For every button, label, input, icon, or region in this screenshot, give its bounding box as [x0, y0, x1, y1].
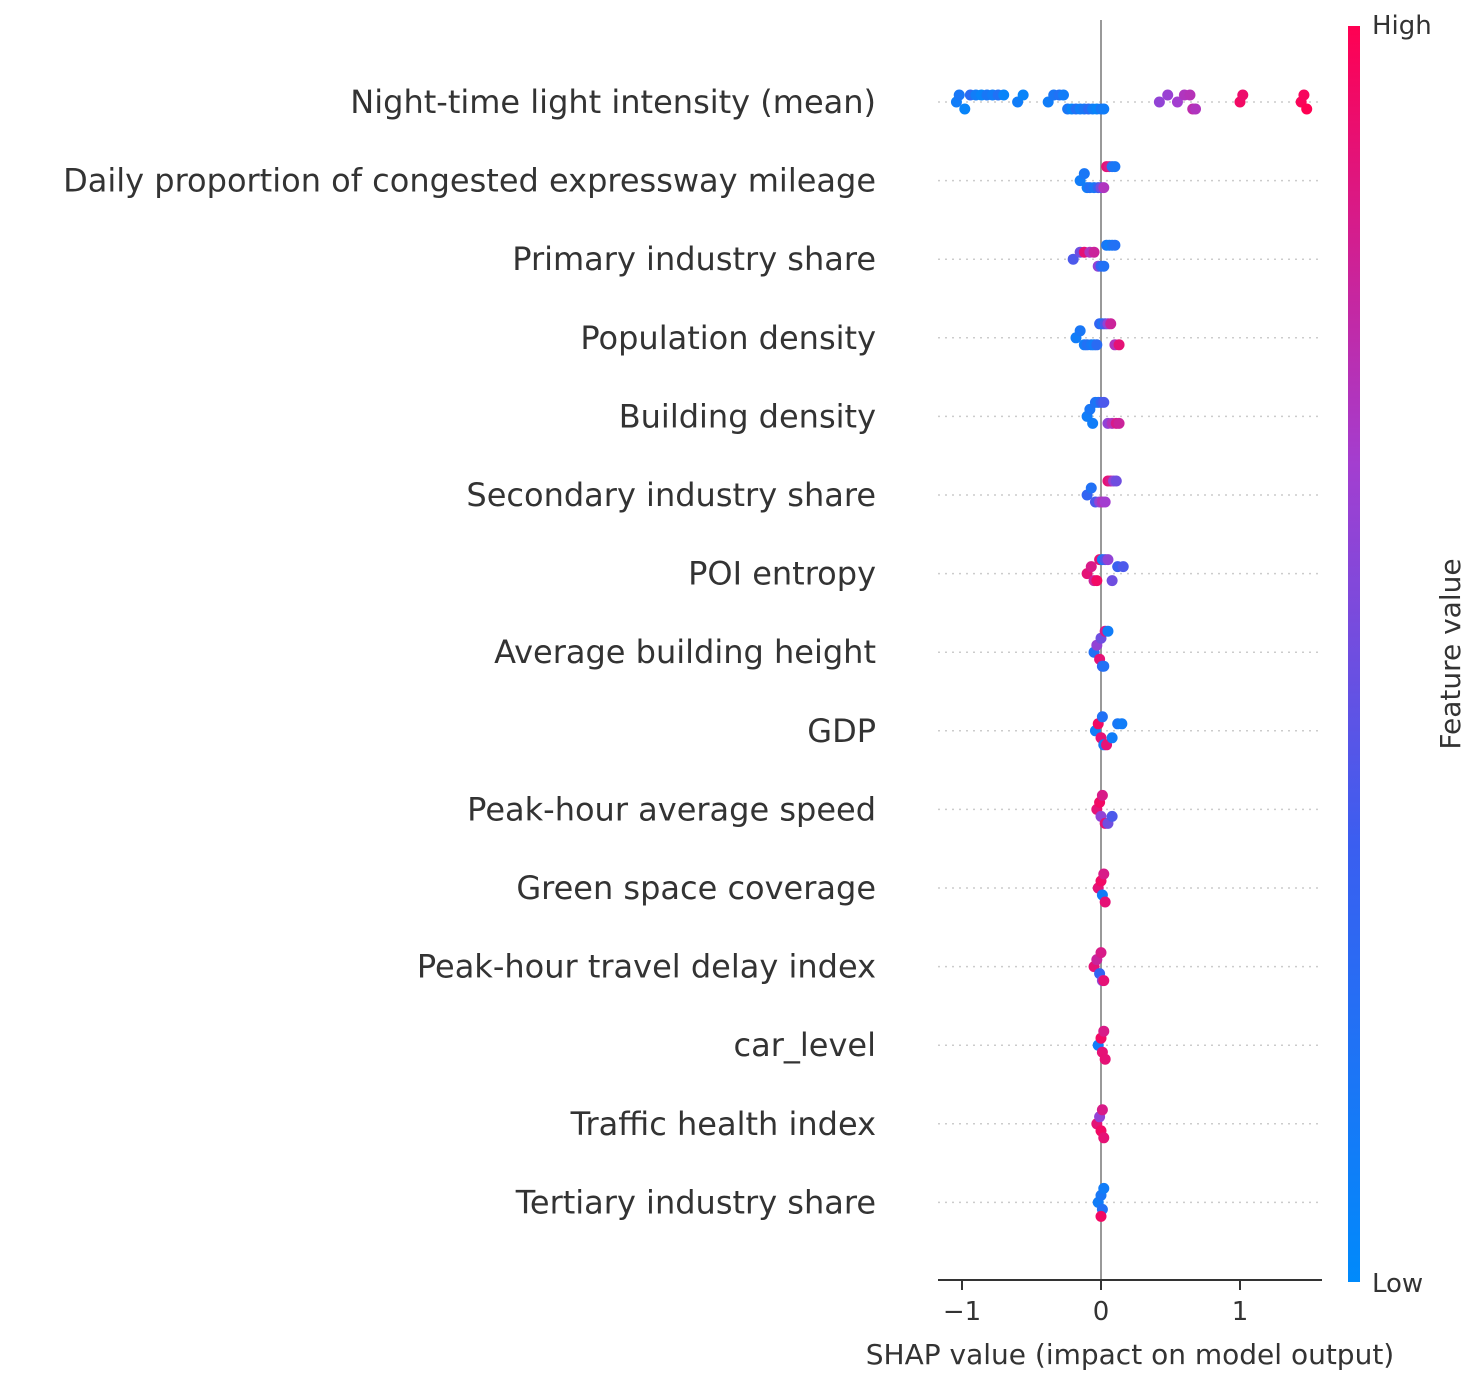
- feature-label: Night-time light intensity (mean): [350, 83, 876, 121]
- feature-label: Green space coverage: [516, 869, 876, 907]
- shap-point: [1098, 1025, 1110, 1037]
- shap-point: [1162, 89, 1174, 101]
- shap-point: [1099, 1053, 1111, 1065]
- shap-point: [1087, 417, 1099, 429]
- shap-point: [1098, 182, 1110, 194]
- shap-point: [1105, 318, 1117, 330]
- shap-point: [1171, 96, 1183, 108]
- shap-point: [998, 89, 1010, 101]
- feature-label: Population density: [580, 319, 876, 357]
- feature-label: GDP: [807, 712, 876, 750]
- feature-label: Tertiary industry share: [515, 1183, 876, 1221]
- shap-point: [1116, 718, 1128, 730]
- shap-point: [1110, 475, 1122, 487]
- feature-label: Peak-hour average speed: [467, 790, 876, 828]
- shap-point: [959, 103, 971, 115]
- feature-labels: Night-time light intensity (mean) Daily p…: [63, 83, 876, 1221]
- shap-point: [1301, 103, 1313, 115]
- x-tick-label: 0: [1093, 1297, 1110, 1327]
- shap-point: [1098, 1182, 1110, 1194]
- shap-point: [953, 89, 965, 101]
- x-axis-label: SHAP value (impact on model output): [866, 1338, 1394, 1371]
- shap-point: [1099, 496, 1111, 508]
- shap-point: [1096, 1104, 1108, 1116]
- shap-point: [1096, 711, 1108, 723]
- shap-point: [1078, 168, 1090, 180]
- shap-point: [1098, 103, 1110, 115]
- shap-point: [1085, 561, 1097, 573]
- shap-point: [1095, 1210, 1107, 1222]
- shap-point: [1298, 89, 1310, 101]
- shap-point: [1017, 89, 1029, 101]
- shap-point: [1088, 246, 1100, 258]
- feature-label: Primary industry share: [512, 240, 876, 278]
- shap-point: [1099, 896, 1111, 908]
- shap-point: [1074, 325, 1086, 337]
- shap-point: [1102, 625, 1114, 637]
- shap-point: [1098, 660, 1110, 672]
- feature-label: Peak-hour travel delay index: [417, 948, 876, 986]
- x-tick-label: −1: [943, 1297, 981, 1327]
- shap-point: [1106, 810, 1118, 822]
- shap-point: [1098, 1132, 1110, 1144]
- shap-point: [1098, 975, 1110, 987]
- shap-points: [950, 89, 1313, 1222]
- colorbar: [1348, 26, 1360, 1282]
- feature-label: POI entropy: [688, 555, 876, 593]
- shap-point: [1091, 339, 1103, 351]
- shap-point: [1098, 868, 1110, 880]
- x-tick-label: 1: [1232, 1297, 1249, 1327]
- feature-label: Building density: [619, 397, 876, 435]
- colorbar-title: Feature value: [1434, 558, 1467, 749]
- feature-label: Traffic health index: [570, 1105, 876, 1143]
- feature-row-gridlines: [938, 101, 1322, 1204]
- feature-label: Average building height: [494, 633, 876, 671]
- shap-point: [1190, 103, 1202, 115]
- shap-point: [1106, 732, 1118, 744]
- shap-point: [1237, 89, 1249, 101]
- feature-label: Daily proportion of congested expressway…: [63, 162, 876, 200]
- shap-point: [1113, 339, 1125, 351]
- shap-point: [1102, 554, 1114, 566]
- colorbar-low-label: Low: [1372, 1269, 1423, 1299]
- shap-point: [1067, 253, 1079, 265]
- shap-point: [1085, 482, 1097, 494]
- shap-point: [1117, 561, 1129, 573]
- shap-point: [1095, 947, 1107, 959]
- shap-point: [1153, 96, 1165, 108]
- shap-point: [1098, 396, 1110, 408]
- shap-point: [1091, 575, 1103, 587]
- shap-point: [1106, 575, 1118, 587]
- shap-point: [1098, 260, 1110, 272]
- shap-point: [1096, 789, 1108, 801]
- feature-label: car_level: [734, 1026, 876, 1064]
- shap-point: [1109, 239, 1121, 251]
- x-axis: −1 0 1: [938, 1279, 1322, 1327]
- shap-point: [1109, 161, 1121, 173]
- shap-point: [1113, 417, 1125, 429]
- feature-label: Secondary industry share: [466, 476, 876, 514]
- shap-point: [1184, 89, 1196, 101]
- shap-point: [1057, 89, 1069, 101]
- colorbar-high-label: High: [1372, 11, 1432, 41]
